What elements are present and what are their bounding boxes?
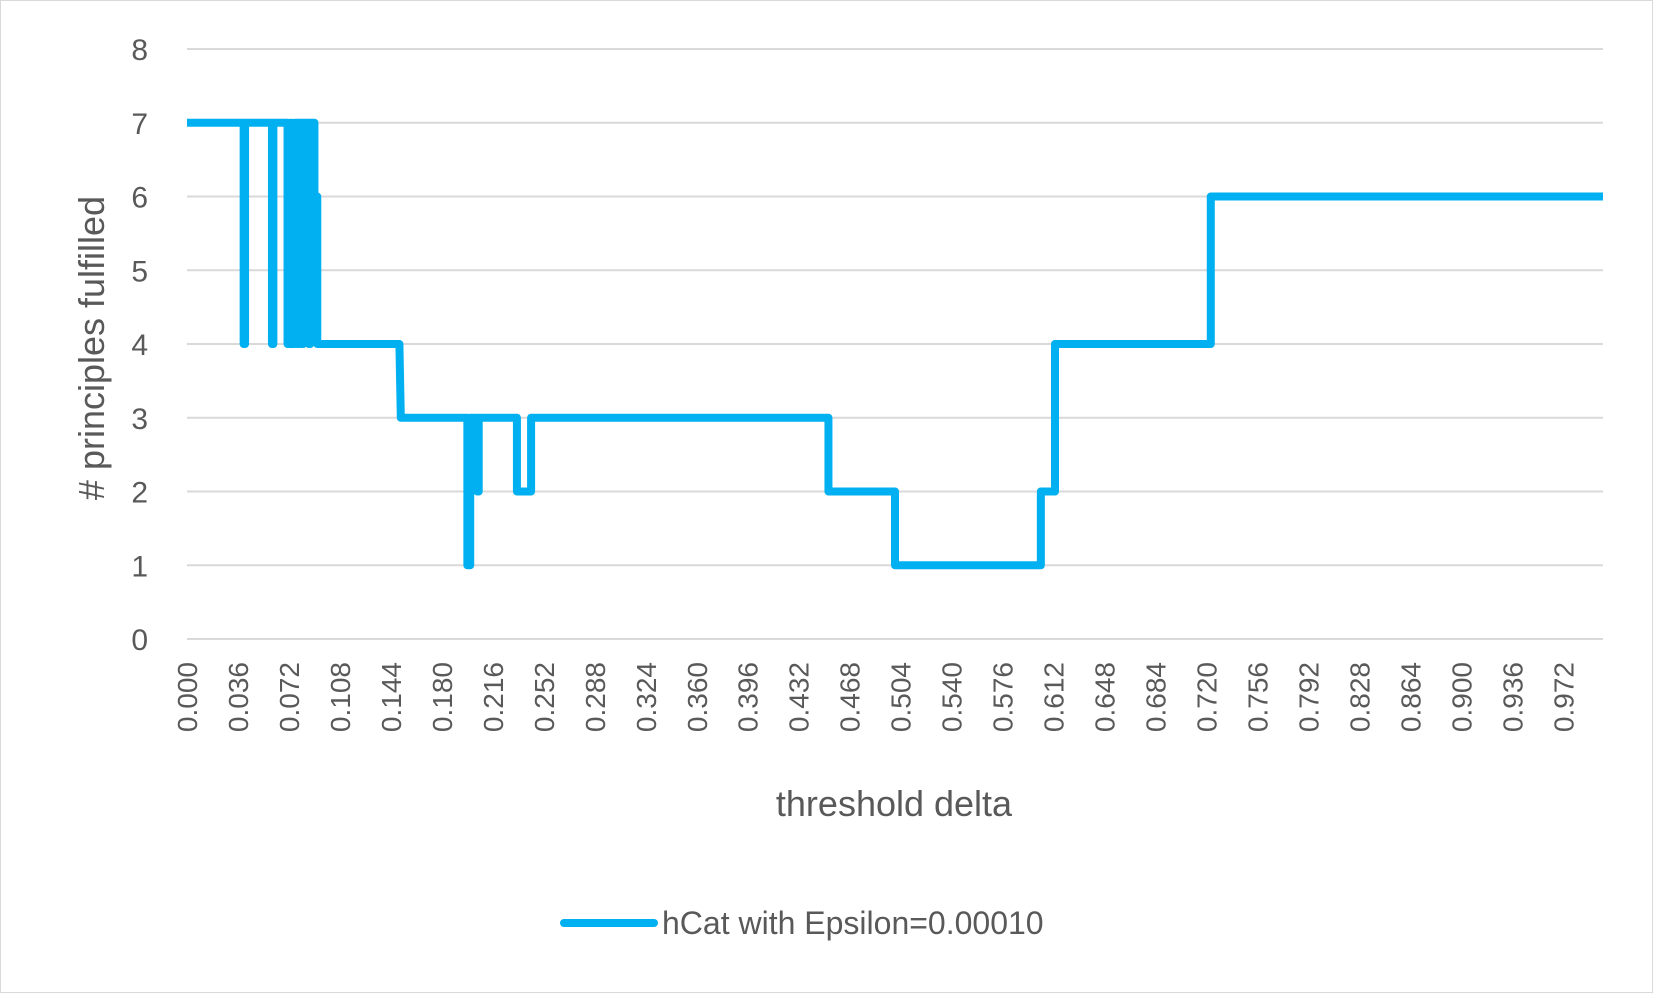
legend: hCat with Epsilon=0.00010: [560, 905, 1044, 941]
y-tick-label: 3: [131, 403, 148, 436]
y-tick-label: 4: [131, 329, 148, 362]
y-axis-title: # principles fulfilled: [71, 196, 112, 500]
y-tick-label: 6: [131, 182, 148, 215]
x-tick-label: 0.756: [1242, 662, 1273, 732]
x-tick-label: 0.828: [1344, 662, 1375, 732]
x-tick-label: 0.576: [988, 662, 1019, 732]
x-tick-label: 0.252: [529, 662, 560, 732]
y-tick-labels: 0 1 2 3 4 5 6 7 8: [131, 34, 148, 657]
x-axis-title: threshold delta: [776, 783, 1013, 824]
x-tick-label: 0.972: [1548, 662, 1579, 732]
x-tick-label: 0.900: [1446, 662, 1477, 732]
x-tick-label: 0.864: [1395, 662, 1426, 732]
x-tick-label: 0.540: [937, 662, 968, 732]
y-tick-label: 0: [131, 624, 148, 657]
x-tick-label: 0.036: [223, 662, 254, 732]
x-tick-label: 0.792: [1293, 662, 1324, 732]
x-tick-label: 0.468: [835, 662, 866, 732]
series-line-0: [187, 118, 1603, 570]
x-tick-label: 0.612: [1039, 662, 1070, 732]
x-tick-label: 0.936: [1497, 662, 1528, 732]
y-tick-label: 8: [131, 34, 148, 67]
x-tick-label: 0.072: [274, 662, 305, 732]
x-tick-label: 0.648: [1090, 662, 1121, 732]
y-tick-label: 7: [131, 108, 148, 141]
x-tick-label: 0.144: [376, 662, 407, 732]
x-tick-label: 0.720: [1192, 662, 1223, 732]
x-tick-label: 0.180: [427, 662, 458, 732]
x-tick-label: 0.108: [325, 662, 356, 732]
x-tick-label: 0.504: [886, 662, 917, 732]
x-tick-label: 0.324: [631, 662, 662, 732]
x-tick-label: 0.288: [580, 662, 611, 732]
series-layer: [187, 118, 1603, 570]
x-tick-label: 0.216: [478, 662, 509, 732]
x-tick-label: 0.396: [733, 662, 764, 732]
x-tick-label: 0.684: [1141, 662, 1172, 732]
x-tick-labels: 0.000 0.036 0.072 0.108 0.144 0.180 0.216 0.252…: [172, 662, 1579, 732]
x-tick-label: 0.360: [682, 662, 713, 732]
legend-label: hCat with Epsilon=0.00010: [662, 905, 1044, 941]
y-tick-label: 5: [131, 255, 148, 288]
x-tick-label: 0.432: [784, 662, 815, 732]
x-tick-label: 0.000: [172, 662, 203, 732]
y-tick-label: 2: [131, 477, 148, 510]
y-tick-label: 1: [131, 550, 148, 583]
